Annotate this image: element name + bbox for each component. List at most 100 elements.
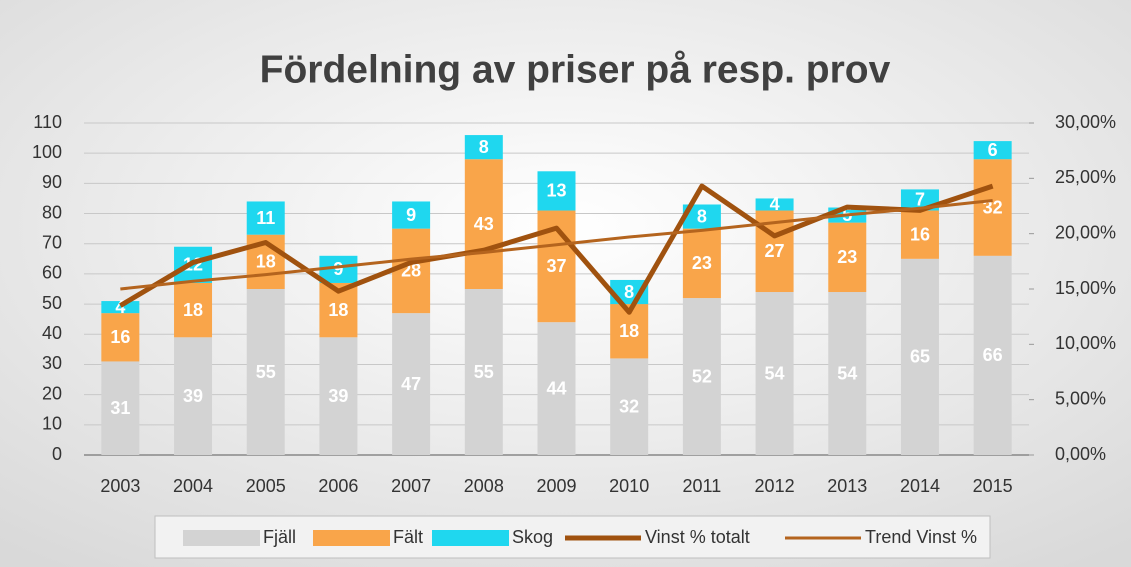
bar-segment — [900, 258, 939, 455]
x-tick-label: 2003 — [100, 476, 140, 496]
x-tick-label: 2012 — [755, 476, 795, 496]
x-tick-label: 2004 — [173, 476, 213, 496]
data-label: 47 — [401, 374, 421, 394]
bar-segment — [174, 337, 213, 455]
bar-segment — [101, 313, 140, 362]
data-label: 8 — [624, 282, 634, 302]
data-label: 18 — [328, 300, 348, 320]
x-tick-label: 2009 — [536, 476, 576, 496]
data-label: 4 — [770, 194, 780, 214]
bar-segment — [392, 201, 431, 229]
legend-label: Fält — [393, 527, 423, 547]
y-tick-label: 90 — [42, 172, 62, 192]
x-tick-label: 2008 — [464, 476, 504, 496]
bar-segment — [682, 228, 721, 299]
y2-tick-label: 5,00% — [1055, 388, 1106, 408]
bar-segment — [392, 313, 431, 455]
y2-tick-label: 0,00% — [1055, 444, 1106, 464]
legend-label: Skog — [512, 527, 553, 547]
bar-segment — [464, 289, 503, 455]
bar-segment — [537, 322, 576, 455]
legend-label: Vinst % totalt — [645, 527, 750, 547]
legend-swatch — [183, 530, 260, 546]
data-label: 44 — [546, 378, 566, 398]
bar-segment — [610, 358, 649, 455]
x-tick-label: 2014 — [900, 476, 940, 496]
bar-segment — [101, 361, 140, 455]
y-tick-label: 60 — [42, 263, 62, 283]
data-label: 54 — [765, 363, 785, 383]
y-tick-label: 10 — [42, 414, 62, 434]
data-label: 6 — [988, 140, 998, 160]
data-label: 52 — [692, 366, 712, 386]
bar-segment — [246, 201, 285, 235]
data-label: 11 — [256, 208, 275, 228]
y-tick-label: 40 — [42, 323, 62, 343]
data-label: 39 — [328, 386, 348, 406]
data-label: 27 — [765, 241, 785, 261]
x-tick-label: 2013 — [827, 476, 867, 496]
y-tick-label: 80 — [42, 202, 62, 222]
data-label: 23 — [692, 253, 712, 273]
y2-tick-label: 25,00% — [1055, 167, 1116, 187]
data-label: 16 — [910, 224, 930, 244]
bar-segment — [319, 337, 358, 455]
data-label: 8 — [479, 137, 489, 157]
x-tick-label: 2015 — [973, 476, 1013, 496]
data-label: 18 — [183, 300, 203, 320]
data-label: 9 — [406, 205, 416, 225]
data-label: 32 — [619, 396, 639, 416]
data-label: 23 — [837, 247, 857, 267]
y2-tick-label: 30,00% — [1055, 112, 1116, 132]
x-tick-label: 2011 — [683, 476, 722, 496]
data-label: 37 — [546, 256, 566, 276]
data-label: 16 — [110, 327, 130, 347]
data-label: 55 — [256, 362, 276, 382]
bar-segment — [900, 210, 939, 259]
x-tick-label: 2005 — [246, 476, 286, 496]
data-label: 54 — [837, 363, 857, 383]
x-tick-label: 2010 — [609, 476, 649, 496]
data-label: 43 — [474, 214, 494, 234]
data-label: 13 — [546, 181, 566, 201]
bar-segment — [464, 159, 503, 289]
legend-label: Fjäll — [263, 527, 296, 547]
data-label: 7 — [915, 190, 925, 210]
bar-segment — [682, 298, 721, 455]
bar-segment — [101, 301, 140, 314]
x-tick-label: 2007 — [391, 476, 431, 496]
y-tick-label: 100 — [32, 142, 62, 162]
bar-segment — [828, 292, 867, 455]
data-label: 66 — [983, 345, 1003, 365]
legend-swatch — [432, 530, 509, 546]
line-series — [119, 183, 994, 315]
y2-tick-label: 10,00% — [1055, 333, 1116, 353]
y-tick-label: 20 — [42, 383, 62, 403]
bar-segment — [537, 171, 576, 211]
y-tick-label: 70 — [42, 232, 62, 252]
bar-segment — [973, 159, 1012, 256]
data-label: 39 — [183, 386, 203, 406]
chart-title: Fördelning av priser på resp. prov — [260, 48, 891, 91]
data-label: 4 — [115, 297, 125, 317]
data-label: 18 — [256, 252, 276, 272]
bar-segment — [755, 198, 794, 211]
bar-segment — [174, 282, 213, 338]
bar-segment — [392, 228, 431, 314]
data-label: 65 — [910, 347, 930, 367]
y2-tick-label: 15,00% — [1055, 278, 1116, 298]
bar-segment — [755, 292, 794, 455]
bar-segment — [464, 135, 503, 160]
bar-segment — [973, 255, 1012, 455]
bar-segment — [828, 222, 867, 293]
data-label: 9 — [333, 259, 343, 279]
line-series — [120, 198, 993, 291]
data-label: 18 — [619, 321, 639, 341]
x-tick-label: 2006 — [318, 476, 358, 496]
data-label: 31 — [110, 398, 130, 418]
bar-segment — [973, 141, 1012, 160]
y-tick-label: 110 — [33, 112, 62, 132]
y2-tick-label: 20,00% — [1055, 222, 1116, 242]
data-label: 8 — [697, 206, 707, 226]
